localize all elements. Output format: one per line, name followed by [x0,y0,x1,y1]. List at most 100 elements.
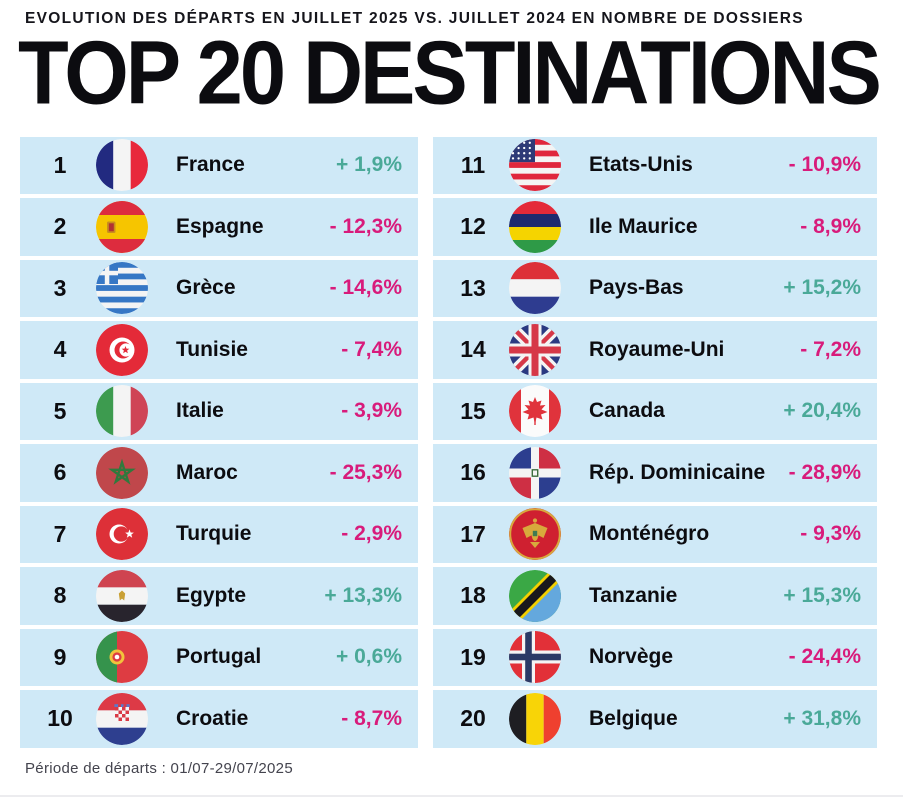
destination-row: 9 Portugal + 0,6% [20,628,418,686]
percent-change: - 9,3% [800,522,861,546]
destination-row: 13 Pays-Bas + 15,2% [433,259,877,317]
country-name: Norvège [589,645,674,669]
rank-number: 11 [460,151,486,178]
rank-number: 2 [53,213,67,240]
rank-number: 16 [460,459,486,486]
flag-icon-espagne [96,200,148,253]
destination-row: 4 Tunisie - 7,4% [20,321,418,379]
country-name: Espagne [176,214,264,238]
destination-row: 20 Belgique + 31,8% [433,690,877,748]
country-name: Tunisie [176,337,248,361]
country-name: Tanzanie [589,583,678,607]
country-name: France [176,153,245,177]
country-name: Grèce [176,276,236,300]
percent-change: - 7,2% [800,337,861,361]
flag-icon-rep-dominicaine [509,446,561,499]
country-name: Pays-Bas [589,276,684,300]
flag-icon-canada [509,385,561,438]
flag-icon-egypte [96,569,148,622]
rank-number: 17 [460,520,486,547]
percent-change: + 15,2% [783,276,861,300]
percent-change: + 13,3% [324,583,402,607]
rank-number: 6 [53,459,67,486]
flag-icon-italie [96,385,148,438]
flag-icon-belgique [509,692,561,745]
percent-change: - 7,4% [341,337,402,361]
percent-change: + 31,8% [783,706,861,730]
flag-icon-tanzanie [509,569,561,622]
country-name: Maroc [176,460,238,484]
page-title: TOP 20 DESTINATIONS [18,22,882,123]
period-label: Période de départs : 01/07-29/07/2025 [25,759,293,777]
table-column: 1 France + 1,9% 2 Espagne - 12,3% 3 Grèce - 14,6… [20,136,418,748]
percent-change: - 14,6% [329,276,402,300]
rank-number: 12 [460,213,486,240]
destination-row: 12 Ile Maurice - 8,9% [433,198,877,256]
bottom-divider [0,795,903,797]
flag-icon-etats-unis [509,139,561,192]
flag-icon-norvege [509,631,561,684]
rank-number: 20 [460,705,486,732]
flag-icon-grece [96,262,148,315]
destination-row: 16 Rép. Dominicaine - 28,9% [433,444,877,502]
percent-change: - 8,7% [341,706,402,730]
rank-number: 7 [53,520,67,547]
rank-number: 15 [460,397,486,424]
country-name: Italie [176,399,224,423]
rank-number: 14 [460,336,486,363]
rank-number: 18 [460,582,486,609]
flag-icon-maroc [96,446,148,499]
destination-row: 10 Croatie - 8,7% [20,690,418,748]
country-name: Etats-Unis [589,153,693,177]
flag-icon-turquie [96,508,148,561]
rank-number: 1 [53,151,67,178]
destination-row: 18 Tanzanie + 15,3% [433,567,877,625]
destination-row: 14 Royaume-Uni - 7,2% [433,321,877,379]
flag-icon-pays-bas [509,262,561,315]
percent-change: - 3,9% [341,399,402,423]
rank-number: 9 [53,643,67,670]
rank-number: 8 [53,582,67,609]
country-name: Monténégro [589,522,710,546]
percent-change: - 10,9% [788,153,861,177]
destination-row: 11 Etats-Unis - 10,9% [433,136,877,194]
country-name: Royaume-Uni [589,337,725,361]
destination-row: 8 Egypte + 13,3% [20,567,418,625]
rank-number: 4 [53,336,67,363]
country-name: Ile Maurice [589,214,698,238]
country-name: Canada [589,399,665,423]
flag-icon-royaume-uni [509,323,561,376]
destinations-table: 1 France + 1,9% 2 Espagne - 12,3% 3 Grèce - 14,6… [20,136,903,748]
flag-icon-ile-maurice [509,200,561,253]
country-name: Portugal [176,645,262,669]
rank-number: 5 [53,397,67,424]
rank-number: 13 [460,274,486,301]
rank-number: 3 [53,274,67,301]
destination-row: 15 Canada + 20,4% [433,382,877,440]
flag-icon-tunisie [96,323,148,376]
rank-number: 10 [47,705,73,732]
destination-row: 3 Grèce - 14,6% [20,259,418,317]
percent-change: - 24,4% [788,645,861,669]
flag-icon-montenegro [509,508,561,561]
percent-change: + 15,3% [783,583,861,607]
country-name: Belgique [589,706,678,730]
percent-change: + 0,6% [336,645,402,669]
destination-row: 17 Monténégro - 9,3% [433,505,877,563]
percent-change: - 12,3% [329,214,402,238]
destination-row: 7 Turquie - 2,9% [20,505,418,563]
percent-change: - 8,9% [800,214,861,238]
flag-icon-portugal [96,631,148,684]
percent-change: - 2,9% [341,522,402,546]
percent-change: - 25,3% [329,460,402,484]
percent-change: - 28,9% [788,460,861,484]
country-name: Egypte [176,583,247,607]
flag-icon-croatie [96,692,148,745]
flag-icon-france [96,139,148,192]
page-subtitle: EVOLUTION DES DÉPARTS EN JUILLET 2025 VS… [25,10,804,27]
destination-row: 19 Norvège - 24,4% [433,628,877,686]
country-name: Rép. Dominicaine [589,460,766,484]
percent-change: + 20,4% [783,399,861,423]
destination-row: 2 Espagne - 12,3% [20,198,418,256]
